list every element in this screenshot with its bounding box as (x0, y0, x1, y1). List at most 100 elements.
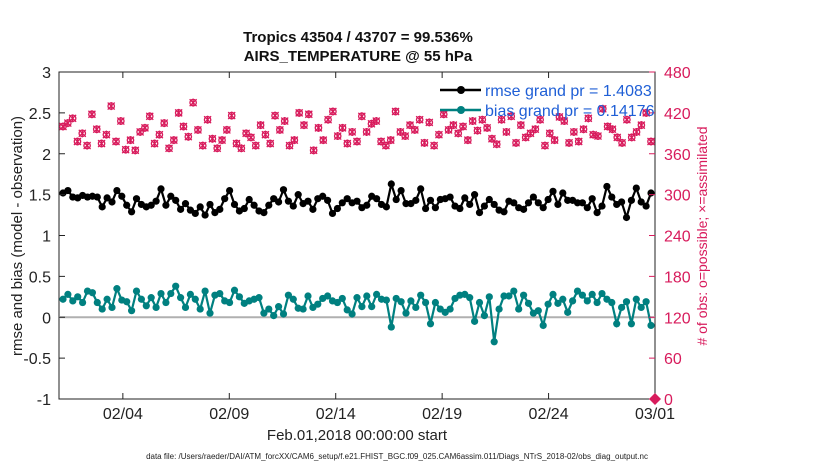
obs-point (304, 110, 313, 119)
rmse-point (245, 195, 253, 204)
obs-point (613, 133, 622, 142)
obs-point (377, 137, 386, 146)
rmse-point (583, 204, 591, 212)
obs-point (309, 146, 318, 155)
bias-point (446, 305, 454, 313)
obs-point (218, 136, 227, 145)
obs-point (333, 132, 342, 141)
bias-point (186, 290, 194, 298)
rmse-point (181, 200, 190, 208)
right-y-tick-label: 240 (664, 229, 691, 246)
bias-point (128, 307, 136, 315)
rmse-point (113, 186, 121, 195)
obs-point (116, 117, 125, 126)
bias-point (608, 298, 616, 307)
rmse-point (627, 196, 636, 204)
bias-point (191, 295, 199, 303)
right-y-tick-label: 480 (664, 65, 691, 82)
rmse-point (529, 193, 538, 201)
obs-point (328, 107, 337, 116)
obs-point (179, 122, 188, 131)
rmse-point (279, 186, 288, 194)
bias-point (495, 305, 503, 313)
obs-point (569, 127, 578, 136)
bias-point (588, 290, 596, 298)
obs-point (468, 117, 477, 126)
obs-point (574, 137, 583, 146)
bias-point (618, 303, 626, 312)
right-axis-zero-marker (649, 393, 661, 405)
rmse-point (152, 197, 160, 205)
bias-point (206, 309, 214, 317)
obs-point (579, 125, 588, 134)
bias-point (113, 285, 121, 293)
obs-point (136, 127, 145, 136)
bias-point (314, 300, 322, 308)
bias-point (132, 287, 141, 295)
obs-point (434, 130, 443, 139)
plot-area (58, 71, 656, 400)
rmse-point (328, 209, 337, 218)
rmse-point (520, 205, 528, 213)
rmse-point (373, 195, 381, 203)
bias-point (515, 305, 523, 313)
rmse-point (549, 187, 557, 195)
bias-point (275, 303, 283, 311)
bias-point (137, 295, 145, 303)
bias-point (559, 295, 567, 303)
bias-point (573, 287, 582, 295)
rmse-point (226, 186, 234, 195)
bias-point (368, 303, 376, 311)
chart-title-line1: Tropics 43504 / 43707 = 99.536% (243, 29, 473, 46)
rmse-point (196, 203, 204, 211)
bias-point (363, 292, 371, 300)
bias-point (64, 290, 72, 298)
bias-point (417, 291, 425, 299)
obs-point (608, 125, 617, 134)
obs-point (531, 125, 540, 134)
bias-point (647, 321, 655, 330)
legend-rmse-marker (457, 86, 465, 94)
right-y-tick-label: 60 (664, 351, 682, 368)
bias-point (485, 293, 493, 301)
x-axis-ticks: 02/04 02/09 02/14 02/19 02/24 03/01 (103, 72, 675, 423)
rmse-point (524, 199, 533, 207)
rmse-point (250, 201, 258, 209)
bias-point (304, 292, 312, 300)
bias-point (167, 289, 175, 298)
obs-point (169, 136, 178, 145)
obs-point (300, 121, 308, 130)
rmse-point (431, 204, 439, 212)
obs-point (92, 125, 101, 134)
bias-point (490, 338, 498, 346)
rmse-point (471, 191, 479, 199)
obs-point (343, 139, 352, 148)
obs-point (401, 132, 410, 141)
rmse-point (632, 184, 640, 192)
obs-point (131, 146, 140, 155)
obs-point (526, 129, 535, 138)
obs-point (126, 136, 135, 145)
bias-point (627, 320, 636, 328)
rmse-point (284, 197, 292, 205)
rmse-point (387, 180, 395, 188)
obs-point (357, 112, 366, 121)
obs-point (227, 111, 236, 120)
bias-point (426, 320, 435, 328)
bias-point (569, 297, 577, 305)
obs-point (637, 121, 646, 130)
rmse-point (103, 194, 111, 202)
left-y-tick-label: 1 (42, 229, 51, 246)
obs-point (97, 139, 106, 148)
obs-point (174, 108, 183, 117)
bias-point (505, 292, 513, 300)
rmse-point (397, 186, 405, 195)
rmse-point (475, 209, 484, 217)
obs-point (386, 136, 395, 145)
rmse-point (333, 204, 341, 213)
rmse-point (108, 198, 116, 206)
bias-point (475, 298, 484, 307)
rmse-point (544, 195, 552, 204)
rmse-point (162, 201, 170, 209)
bias-point (270, 312, 278, 320)
